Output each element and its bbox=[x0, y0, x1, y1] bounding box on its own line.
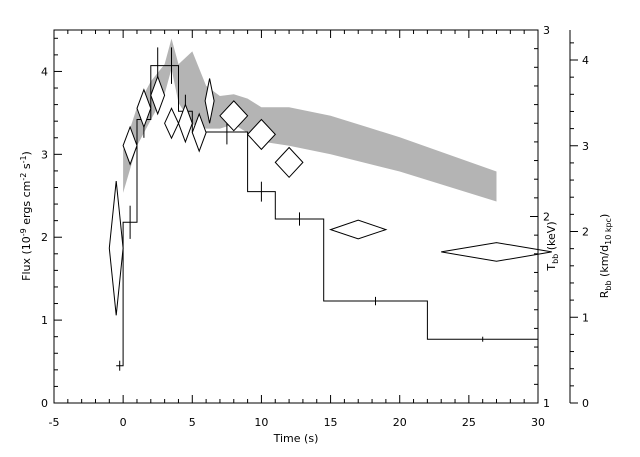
y-left-axis-label: Flux (10-9 ergs cm-2 s-1) bbox=[19, 151, 33, 281]
x-tick-label-2: 5 bbox=[189, 416, 196, 429]
y-right2-tick-label-0: 0 bbox=[582, 397, 589, 410]
temperature-diamond-10 bbox=[274, 146, 304, 179]
y-left-tick-label-0: 0 bbox=[41, 397, 48, 410]
y-right2-tick-label-4: 4 bbox=[582, 54, 589, 67]
x-tick-label-7: 30 bbox=[531, 416, 545, 429]
y-left-tick-label-3: 3 bbox=[41, 148, 48, 161]
temperature-diamond-3 bbox=[150, 75, 166, 116]
temperature-diamond-7 bbox=[204, 78, 215, 124]
x-axis-label: Time (s) bbox=[273, 432, 319, 445]
y-right2-tick-label-1: 1 bbox=[582, 311, 589, 324]
x-tick-label-3: 10 bbox=[254, 416, 268, 429]
flux-step-line bbox=[116, 65, 538, 367]
y-right-temperature-label: Tbb (keV) bbox=[545, 221, 560, 271]
y-left-tick-label-2: 2 bbox=[41, 231, 48, 244]
temperature-diamond-11 bbox=[329, 219, 388, 240]
temperature-diamond-9 bbox=[246, 118, 276, 151]
x-tick-label-5: 20 bbox=[393, 416, 407, 429]
x-tick-label-6: 25 bbox=[462, 416, 476, 429]
temperature-diamond-8 bbox=[219, 100, 249, 132]
temperature-diamond-1 bbox=[122, 125, 138, 166]
y-right-radius-label: Rbb (km/d10 kpc) bbox=[598, 214, 613, 299]
x-tick-label-0: -5 bbox=[49, 416, 60, 429]
y-right1-tick-label-0: 1 bbox=[543, 397, 550, 410]
y-left-tick-label-4: 4 bbox=[41, 65, 48, 78]
x-tick-label-4: 15 bbox=[324, 416, 338, 429]
y-right2-tick-label-2: 2 bbox=[582, 226, 589, 239]
y-right1-tick-label-1: 2 bbox=[543, 211, 550, 224]
radius-band bbox=[123, 38, 497, 202]
temperature-diamond-5 bbox=[177, 103, 193, 144]
x-tick-label-1: 0 bbox=[120, 416, 127, 429]
temperature-diamond-6 bbox=[191, 112, 207, 153]
temperature-diamond-12 bbox=[441, 242, 552, 262]
temperature-diamond-0 bbox=[108, 181, 124, 316]
y-right1-tick-label-2: 3 bbox=[543, 24, 550, 37]
y-right2-tick-label-3: 3 bbox=[582, 140, 589, 153]
temperature-diamond-2 bbox=[136, 88, 152, 129]
y-left-tick-label-1: 1 bbox=[41, 314, 48, 327]
